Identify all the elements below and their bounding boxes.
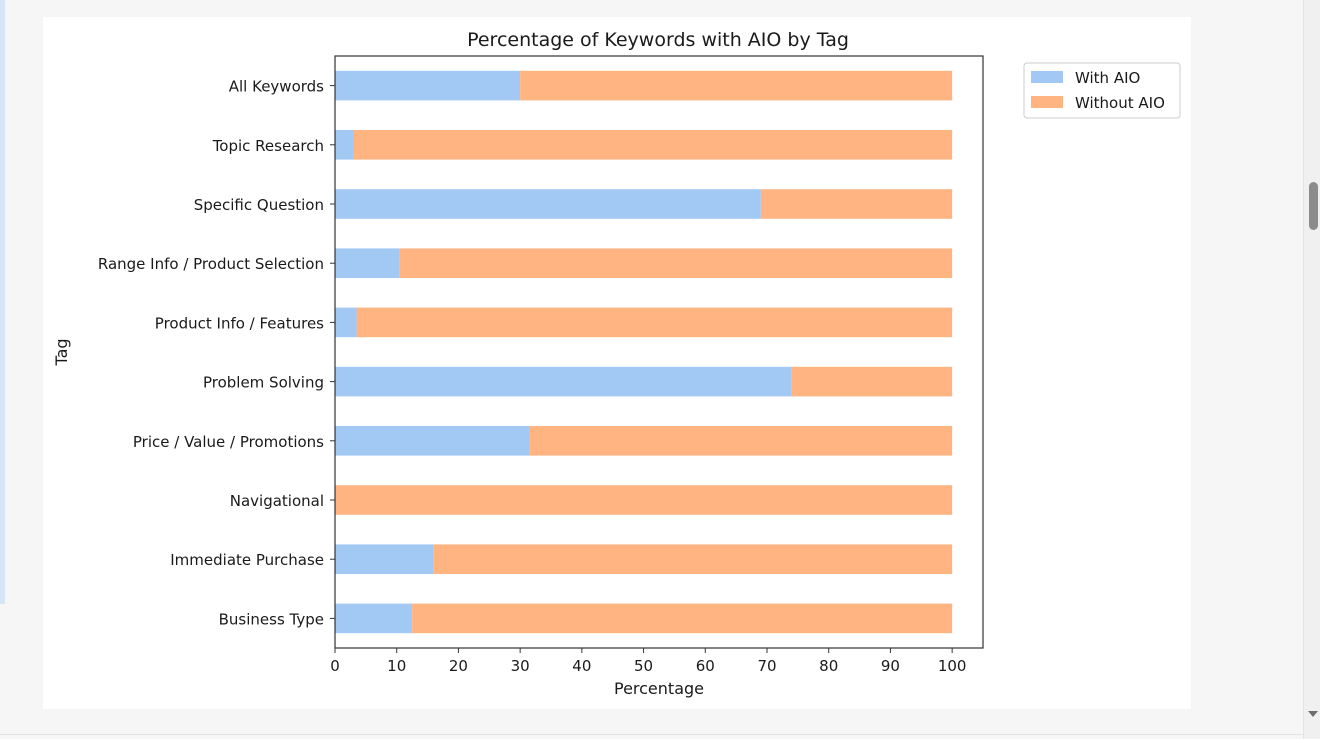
y-tick-label: Range Info / Product Selection — [98, 255, 324, 273]
bar-with-aio-product-info-features — [335, 307, 357, 338]
bar-with-aio-range-info-product-selection — [335, 248, 400, 278]
bar-without-aio-range-info-product-selection — [399, 248, 953, 278]
y-tick-label: All Keywords — [229, 78, 324, 96]
y-tick-label: Business Type — [219, 610, 324, 628]
x-tick-layer: 0 10 20 30 40 50 60 70 80 90 100 — [330, 648, 966, 675]
y-tick-label: Immediate Purchase — [170, 551, 324, 569]
bar-with-aio-price-value-promotions — [335, 426, 530, 456]
vertical-scrollbar[interactable] — [1303, 0, 1320, 739]
x-tick-label: 30 — [511, 657, 530, 675]
chart-output-card: Percentage of Keywords with AIO by Tag A… — [43, 17, 1191, 709]
bar-without-aio-problem-solving — [791, 366, 953, 397]
y-tick-layer: All Keywords Topic Research Specific Quest… — [98, 78, 335, 628]
y-tick-label: Product Info / Features — [155, 314, 324, 332]
chart-legend: With AIO Without AIO — [1023, 62, 1181, 119]
legend-label-with-aio: With AIO — [1075, 69, 1140, 87]
bar-with-aio-specific-question — [335, 189, 761, 219]
scrollbar-thumb[interactable] — [1309, 182, 1318, 230]
y-tick-label: Problem Solving — [203, 374, 324, 392]
legend-swatch-without-aio — [1031, 96, 1063, 108]
y-tick-label: Price / Value / Promotions — [133, 433, 324, 451]
bar-without-aio-all-keywords — [520, 70, 953, 101]
x-tick-label: 90 — [881, 657, 900, 675]
y-tick-label: Topic Research — [212, 137, 324, 155]
x-tick-label: 50 — [634, 657, 653, 675]
bar-with-aio-business-type — [335, 603, 413, 634]
plot-frame — [334, 55, 984, 649]
legend-label-without-aio: Without AIO — [1075, 94, 1165, 112]
x-tick-label: 0 — [330, 657, 340, 675]
x-axis-label: Percentage — [614, 679, 704, 698]
bar-without-aio-immediate-purchase — [433, 544, 953, 574]
x-tick-label: 70 — [757, 657, 776, 675]
bar-without-aio-topic-research — [353, 130, 953, 160]
chart-title: Percentage of Keywords with AIO by Tag — [467, 29, 849, 51]
bar-with-aio-immediate-purchase — [335, 544, 434, 574]
bar-without-aio-navigational — [335, 485, 953, 515]
x-tick-label: 60 — [696, 657, 715, 675]
bar-with-aio-topic-research — [335, 130, 354, 160]
stacked-bar-chart: Percentage of Keywords with AIO by Tag A… — [52, 29, 1181, 698]
bars-layer — [335, 70, 953, 634]
bottom-divider — [0, 734, 1303, 735]
y-tick-label: Navigational — [230, 492, 324, 510]
x-tick-label: 80 — [819, 657, 838, 675]
bar-with-aio-all-keywords — [335, 70, 521, 101]
scroll-down-arrow-icon[interactable] — [1308, 711, 1318, 717]
bar-without-aio-business-type — [412, 603, 953, 634]
x-tick-label: 40 — [572, 657, 591, 675]
bar-without-aio-price-value-promotions — [529, 426, 953, 456]
bar-without-aio-product-info-features — [356, 307, 953, 338]
bar-without-aio-specific-question — [760, 189, 953, 219]
x-tick-label: 20 — [449, 657, 468, 675]
x-tick-label: 10 — [387, 657, 406, 675]
cell-indicator-bar — [0, 0, 5, 604]
legend-swatch-with-aio — [1031, 71, 1063, 83]
y-axis-label: Tag — [52, 338, 71, 366]
x-tick-label: 100 — [938, 657, 967, 675]
y-tick-label: Specific Question — [194, 196, 324, 214]
bar-with-aio-problem-solving — [335, 366, 792, 397]
